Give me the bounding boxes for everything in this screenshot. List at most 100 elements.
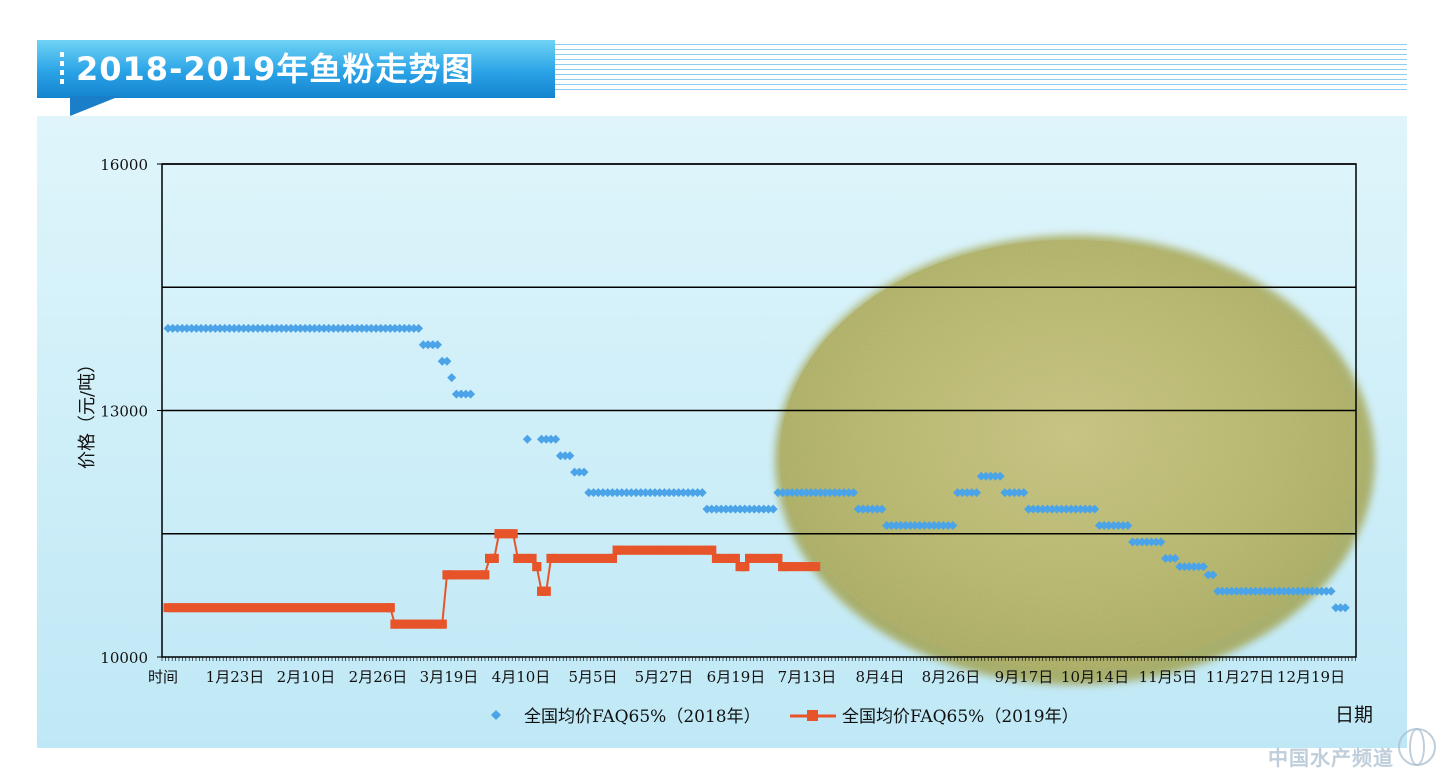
point-2019 xyxy=(522,553,532,563)
point-2019 xyxy=(376,603,386,613)
point-2018 xyxy=(787,488,797,498)
point-2019 xyxy=(187,603,197,613)
point-2019 xyxy=(688,545,698,555)
point-2018 xyxy=(319,323,329,333)
point-2018 xyxy=(1298,586,1308,596)
point-2019 xyxy=(272,603,282,613)
point-2018 xyxy=(792,488,802,498)
point-2018 xyxy=(1019,488,1029,498)
point-2018 xyxy=(428,340,438,350)
point-2019 xyxy=(768,553,778,563)
point-2018 xyxy=(990,471,1000,481)
legend-marker-2018 xyxy=(491,710,501,720)
point-2018 xyxy=(1085,504,1095,514)
point-2018 xyxy=(882,521,892,531)
point-2018 xyxy=(191,323,201,333)
point-2018 xyxy=(603,488,613,498)
point-2019 xyxy=(172,603,182,613)
point-2019 xyxy=(352,603,362,613)
point-2019 xyxy=(380,603,390,613)
point-2019 xyxy=(210,603,220,613)
point-2018 xyxy=(1156,537,1166,547)
point-2018 xyxy=(229,323,239,333)
point-2018 xyxy=(466,389,476,399)
point-2018 xyxy=(782,488,792,498)
point-2019 xyxy=(574,553,584,563)
point-2018 xyxy=(716,504,726,514)
point-2018 xyxy=(1009,488,1019,498)
x-tick-label: 10月14日 xyxy=(1061,668,1129,686)
point-2018 xyxy=(655,488,665,498)
point-2018 xyxy=(352,323,362,333)
point-2019 xyxy=(650,545,660,555)
point-2019 xyxy=(532,562,542,572)
point-2018 xyxy=(995,471,1005,481)
point-2019 xyxy=(347,603,357,613)
point-2018 xyxy=(702,504,712,514)
y-tick-label: 13000 xyxy=(100,403,148,421)
point-2018 xyxy=(1279,586,1289,596)
point-2018 xyxy=(565,451,575,461)
point-2018 xyxy=(215,323,225,333)
point-2019 xyxy=(494,529,504,539)
point-2018 xyxy=(579,467,589,477)
point-2018 xyxy=(243,323,253,333)
point-2018 xyxy=(745,504,755,514)
legend-marker-2019 xyxy=(807,710,818,721)
point-2019 xyxy=(206,603,216,613)
point-2018 xyxy=(262,323,272,333)
point-2018 xyxy=(1014,488,1024,498)
point-2018 xyxy=(1336,603,1346,613)
point-2019 xyxy=(655,545,665,555)
point-2018 xyxy=(726,504,736,514)
point-2019 xyxy=(234,603,244,613)
point-2019 xyxy=(328,603,338,613)
point-2019 xyxy=(480,570,490,580)
point-2019 xyxy=(603,553,613,563)
point-2019 xyxy=(470,570,480,580)
point-2018 xyxy=(291,323,301,333)
point-2018 xyxy=(333,323,343,333)
point-2019 xyxy=(749,553,759,563)
point-2019 xyxy=(456,570,466,580)
point-2019 xyxy=(324,603,334,613)
point-2018 xyxy=(1241,586,1251,596)
point-2018 xyxy=(404,323,414,333)
point-2018 xyxy=(1269,586,1279,596)
point-2018 xyxy=(437,356,447,366)
point-2018 xyxy=(778,488,788,498)
point-2018 xyxy=(574,467,584,477)
x-tick-label: 8月26日 xyxy=(922,668,981,686)
point-2019 xyxy=(418,619,428,629)
point-2019 xyxy=(664,545,674,555)
point-2018 xyxy=(858,504,868,514)
point-2018 xyxy=(324,323,334,333)
point-2018 xyxy=(754,504,764,514)
point-2019 xyxy=(295,603,305,613)
point-2019 xyxy=(560,553,570,563)
point-2019 xyxy=(258,603,268,613)
point-2019 xyxy=(617,545,627,555)
legend-label-2019: 全国均价FAQ65%（2019年） xyxy=(842,707,1079,727)
title-banner-tail xyxy=(70,96,120,116)
point-2019 xyxy=(220,603,230,613)
point-2018 xyxy=(1184,562,1194,572)
point-2019 xyxy=(527,553,537,563)
point-2019 xyxy=(451,570,461,580)
point-2018 xyxy=(1217,586,1227,596)
point-2019 xyxy=(163,603,173,613)
point-2018 xyxy=(210,323,220,333)
point-2018 xyxy=(896,521,906,531)
x-tick-label: 5月27日 xyxy=(635,668,694,686)
point-2019 xyxy=(414,619,424,629)
point-2018 xyxy=(423,340,433,350)
point-2019 xyxy=(589,553,599,563)
point-2018 xyxy=(953,488,963,498)
point-2019 xyxy=(797,562,807,572)
point-2019 xyxy=(641,545,651,555)
point-2019 xyxy=(702,545,712,555)
x-tick-label: 8月4日 xyxy=(855,668,904,686)
point-2018 xyxy=(1317,586,1327,596)
point-2018 xyxy=(981,471,991,481)
